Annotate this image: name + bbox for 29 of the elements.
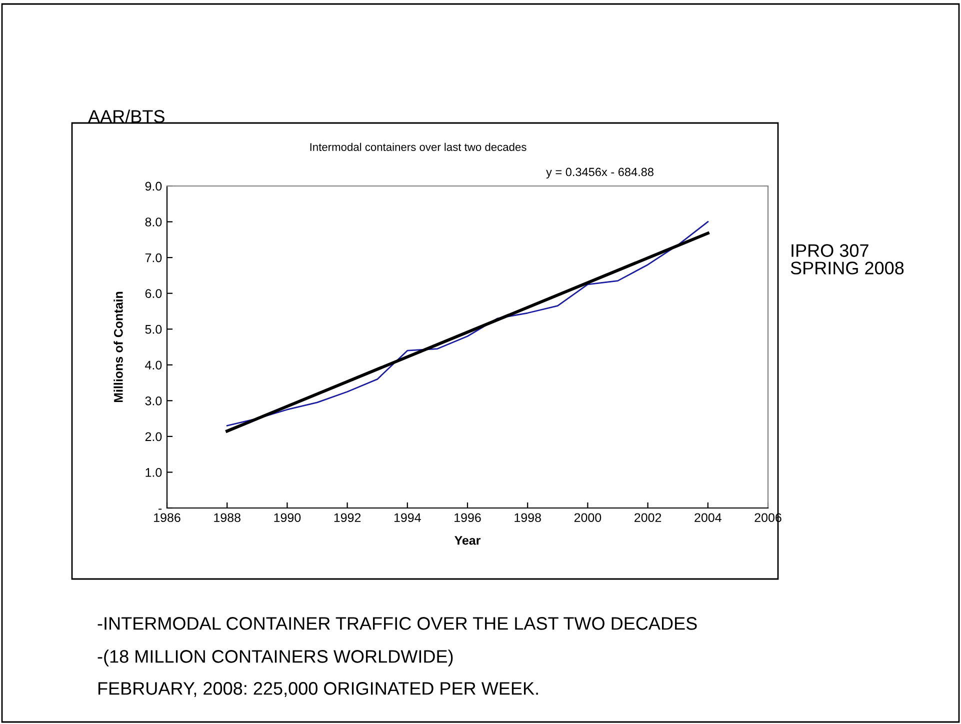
x-tick-label: 2000 — [574, 513, 602, 522]
y-tick-label: 9.0 — [145, 182, 162, 191]
y-tick-label: 6.0 — [145, 289, 162, 298]
text: -INTERMODAL CONTAINER TRAFFIC OVER THE LAST TWO DECADES — [98, 617, 697, 630]
x-tick-label: 1992 — [334, 513, 361, 522]
x-tick-label: 1988 — [214, 513, 240, 522]
x-tick-label: 1986 — [154, 513, 180, 522]
y-tick-label: 5.0 — [145, 324, 162, 334]
x-tick-label: 1998 — [514, 513, 541, 522]
chart-title: Intermodal containers over last two decades — [310, 142, 526, 151]
text: -(18 MILLION CONTAINERS WORLDWIDE) — [98, 650, 453, 666]
text: y = 0.3456x - 684.88 — [546, 168, 654, 179]
text: IPRO 307 SPRING 2008 — [790, 244, 904, 274]
y-tick-label: 1.0 — [146, 468, 162, 477]
y-tick-label: 3.0 — [145, 396, 162, 406]
y-tick-label: 8.0 — [145, 218, 162, 226]
x-tick-label: 1990 — [274, 513, 301, 522]
text: FEBRUARY, 2008: 225,000 ORIGINATED PER WEEK. — [98, 682, 538, 697]
y-tick-label: 7.0 — [145, 253, 162, 262]
y-tick-label: - — [158, 508, 162, 510]
y-tick-label: 4.0 — [145, 360, 162, 370]
x-tick-label: 1996 — [454, 513, 481, 522]
x-tick-label: 2002 — [634, 513, 662, 522]
x-tick-label: 2004 — [694, 513, 722, 522]
y-axis-title: Millions of Contain — [114, 292, 123, 402]
y-tick-label: 2.0 — [145, 432, 162, 442]
x-axis-title: Year — [454, 536, 481, 545]
x-tick-label: 1994 — [394, 513, 421, 522]
text: AAR/BTS — [88, 110, 164, 123]
